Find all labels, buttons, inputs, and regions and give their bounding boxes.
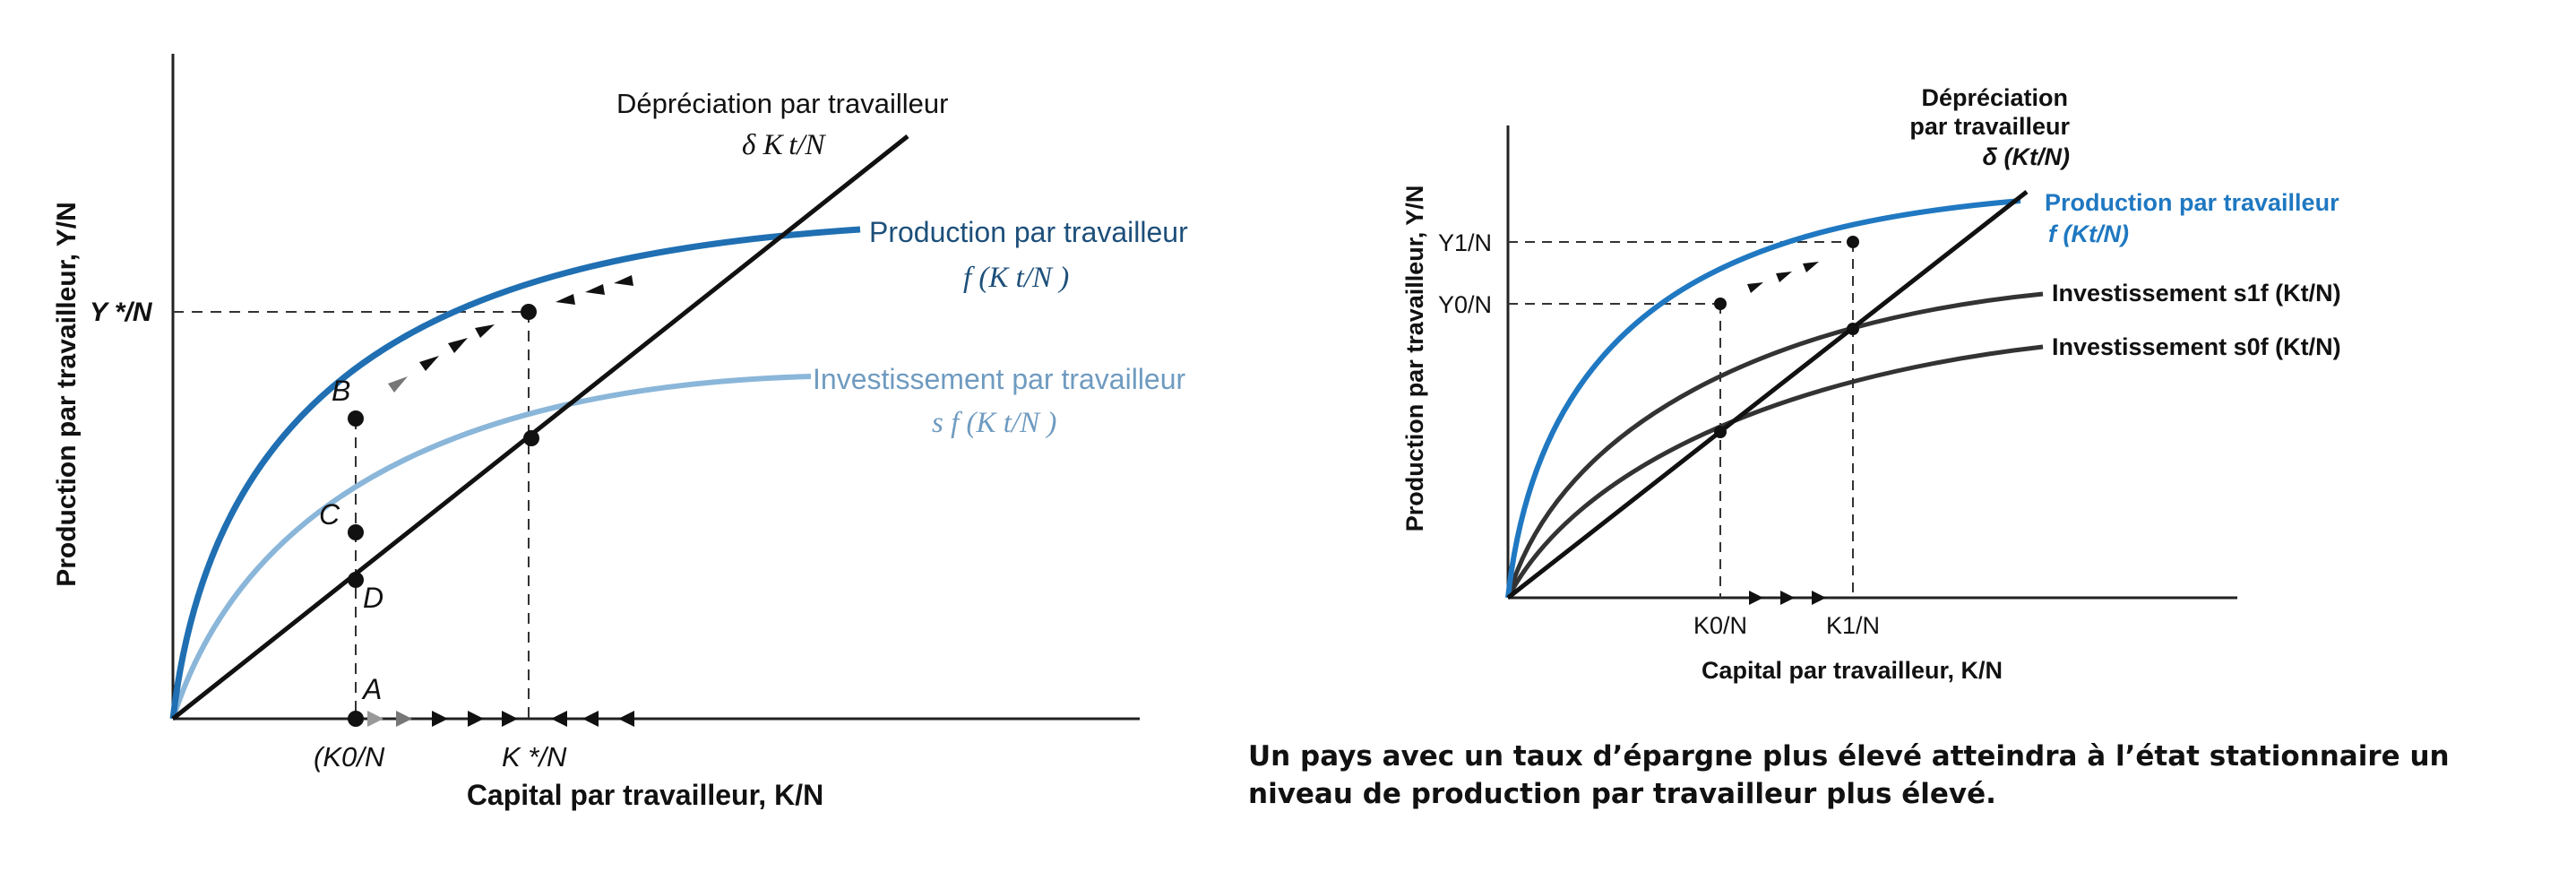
left-production-formula: f (K t/N ) (963, 262, 1069, 294)
right-production-formula: f (Kt/N) (2048, 220, 2129, 247)
right-y-axis-label: Production par travailleur, Y/N (1401, 186, 1428, 532)
point-steady-output (521, 304, 537, 320)
right-production-title: Production par travailleur (2045, 189, 2339, 216)
left-depreciation-line (171, 134, 909, 721)
right-points (1714, 236, 1859, 438)
right-k1-label: K1/N (1826, 612, 1880, 639)
point-c-label: C (319, 498, 340, 531)
solow-diagram-left: Production par travailleur, Y/N Capital … (0, 0, 1245, 872)
point-steady-investment (523, 430, 539, 446)
left-depreciation-title: Dépréciation par travailleur (616, 88, 948, 119)
left-k0-label: (K0/N (314, 741, 385, 773)
right-depreciation-line (1506, 190, 2029, 600)
left-axis-arrows (367, 711, 634, 727)
left-depreciation-formula: δ K t/N (742, 129, 827, 161)
point-a (348, 711, 364, 727)
right-investment-s1-curve (1505, 291, 2044, 599)
point-y1 (1847, 236, 1859, 248)
point-c (348, 524, 364, 540)
point-b (348, 410, 364, 427)
right-depreciation-line1: Dépréciation (1921, 84, 2068, 111)
right-investment-s1-label: Investissement s1f (Kt/N) (2052, 280, 2341, 306)
left-investment-title: Investissement par travailleur (813, 363, 1186, 395)
right-axis-arrows (1749, 591, 1826, 605)
point-d (348, 572, 364, 588)
left-kstar-label: K */N (502, 741, 567, 773)
left-investment-formula: s f (K t/N ) (932, 407, 1056, 439)
left-production-title: Production par travailleur (869, 216, 1188, 248)
point-y0 (1714, 298, 1727, 310)
left-diagram-svg: Production par travailleur, Y/N Capital … (52, 54, 1188, 811)
solow-diagram-right: Production par travailleur, Y/N Capital … (1245, 0, 2576, 872)
right-production-curve (1505, 198, 2021, 599)
point-d-label: D (363, 582, 383, 614)
left-x-axis-label: Capital par travailleur, K/N (467, 779, 823, 811)
left-investment-curve (170, 374, 812, 720)
right-curve-arrows (1747, 262, 1819, 293)
point-k1-intersection (1847, 323, 1859, 335)
point-a-label: A (361, 673, 382, 705)
right-y1-label: Y1/N (1438, 229, 1492, 256)
right-depreciation-line2: par travailleur (1909, 113, 2070, 140)
right-k0-label: K0/N (1693, 612, 1747, 639)
left-y-axis-label: Production par travailleur, Y/N (52, 202, 82, 587)
right-diagram-svg: Production par travailleur, Y/N Capital … (1401, 84, 2341, 684)
right-x-axis-label: Capital par travailleur, K/N (1702, 657, 2003, 684)
figure-caption: Un pays avec un taux d’épargne plus élev… (1248, 740, 2450, 810)
right-depreciation-formula: δ (Kt/N) (1983, 143, 2070, 170)
right-y0-label: Y0/N (1438, 291, 1492, 318)
right-investment-s0-label: Investissement s0f (Kt/N) (2052, 333, 2341, 360)
point-k0-intersection (1714, 426, 1727, 438)
left-ystar-label: Y */N (90, 298, 153, 327)
left-production-curve (169, 226, 861, 720)
left-points (348, 304, 539, 727)
point-b-label: B (332, 375, 350, 407)
left-curve-arrows (388, 275, 633, 393)
right-investment-s0-curve (1505, 344, 2044, 600)
